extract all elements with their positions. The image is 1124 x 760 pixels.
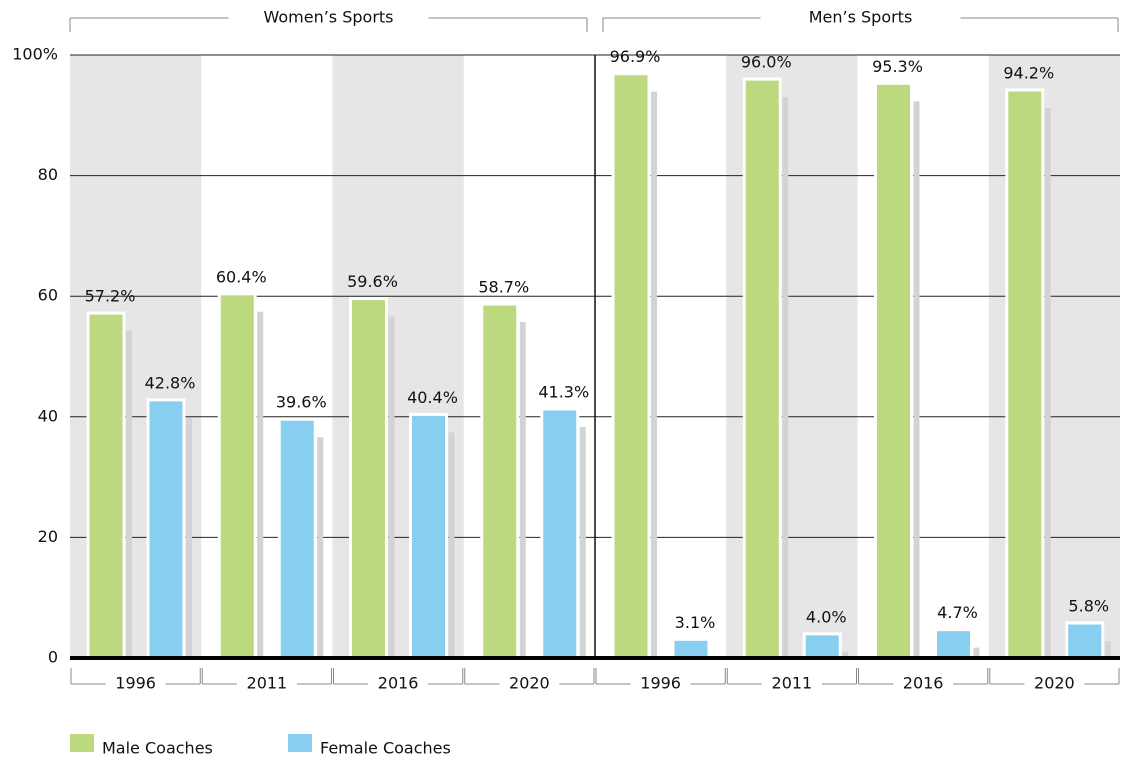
bar-shadow	[651, 91, 657, 659]
bar-shadow	[448, 432, 455, 658]
bar	[217, 292, 257, 660]
bar-shadow	[579, 426, 586, 658]
value-label: 39.6%	[276, 393, 327, 412]
x-tick-label: 2020	[509, 674, 550, 693]
bar	[671, 637, 711, 660]
legend-label: Female Coaches	[320, 739, 451, 758]
value-label: 60.4%	[216, 267, 267, 286]
bar-shadow	[842, 651, 849, 658]
group-label: Men’s Sports	[809, 8, 913, 27]
legend-label: Male Coaches	[102, 739, 213, 758]
value-label: 5.8%	[1068, 597, 1109, 616]
y-tick-label: 80	[38, 165, 58, 184]
bar-shadow	[388, 316, 395, 658]
bar	[86, 311, 126, 660]
bar	[409, 412, 448, 660]
bar-shadow	[1104, 641, 1111, 658]
value-label: 42.8%	[145, 373, 196, 392]
bar	[934, 628, 973, 660]
y-tick-label: 100%	[12, 45, 58, 64]
bar-shadow	[1044, 107, 1051, 658]
bar	[146, 398, 186, 660]
value-label: 59.6%	[347, 272, 398, 291]
x-tick-label: 2016	[378, 674, 419, 693]
bar-shadow	[186, 417, 192, 658]
legend-swatch	[288, 734, 312, 752]
value-label: 95.3%	[872, 57, 923, 76]
y-tick-label: 40	[38, 406, 58, 425]
x-tick-label: 2016	[903, 674, 944, 693]
value-label: 96.9%	[610, 47, 661, 66]
bar-shadow	[257, 311, 264, 658]
y-tick-label: 0	[48, 648, 58, 667]
legend-swatch	[70, 734, 94, 752]
y-tick-label: 60	[38, 286, 58, 305]
bar	[480, 302, 520, 660]
x-tick-label: 2011	[772, 674, 813, 693]
bar-shadow	[913, 101, 920, 658]
bar	[802, 632, 842, 660]
value-label: 3.1%	[675, 613, 716, 632]
value-label: 94.2%	[1003, 63, 1054, 82]
bar-shadow	[973, 647, 980, 658]
value-label: 58.7%	[478, 278, 529, 297]
bar	[1065, 621, 1105, 660]
value-label: 57.2%	[85, 287, 136, 306]
group-label: Women’s Sports	[263, 8, 393, 27]
bar	[277, 417, 317, 660]
value-label: 4.7%	[937, 603, 978, 622]
value-label: 96.0%	[741, 53, 792, 72]
bar	[349, 297, 388, 660]
x-tick-label: 1996	[640, 674, 681, 693]
bar-shadow	[782, 97, 789, 659]
value-label: 4.0%	[806, 607, 847, 626]
x-tick-label: 2011	[247, 674, 288, 693]
bar	[1005, 88, 1045, 660]
bar	[540, 407, 580, 660]
bar-shadow	[317, 437, 324, 658]
bar-shadow	[126, 331, 132, 658]
bar-shadow	[519, 322, 526, 658]
x-tick-label: 2020	[1034, 674, 1075, 693]
bar	[874, 81, 913, 660]
y-tick-label: 20	[38, 527, 58, 546]
value-label: 40.4%	[407, 388, 458, 407]
value-label: 41.3%	[538, 382, 589, 401]
bar	[611, 72, 651, 660]
bar	[742, 77, 782, 660]
x-tick-label: 1996	[115, 674, 156, 693]
